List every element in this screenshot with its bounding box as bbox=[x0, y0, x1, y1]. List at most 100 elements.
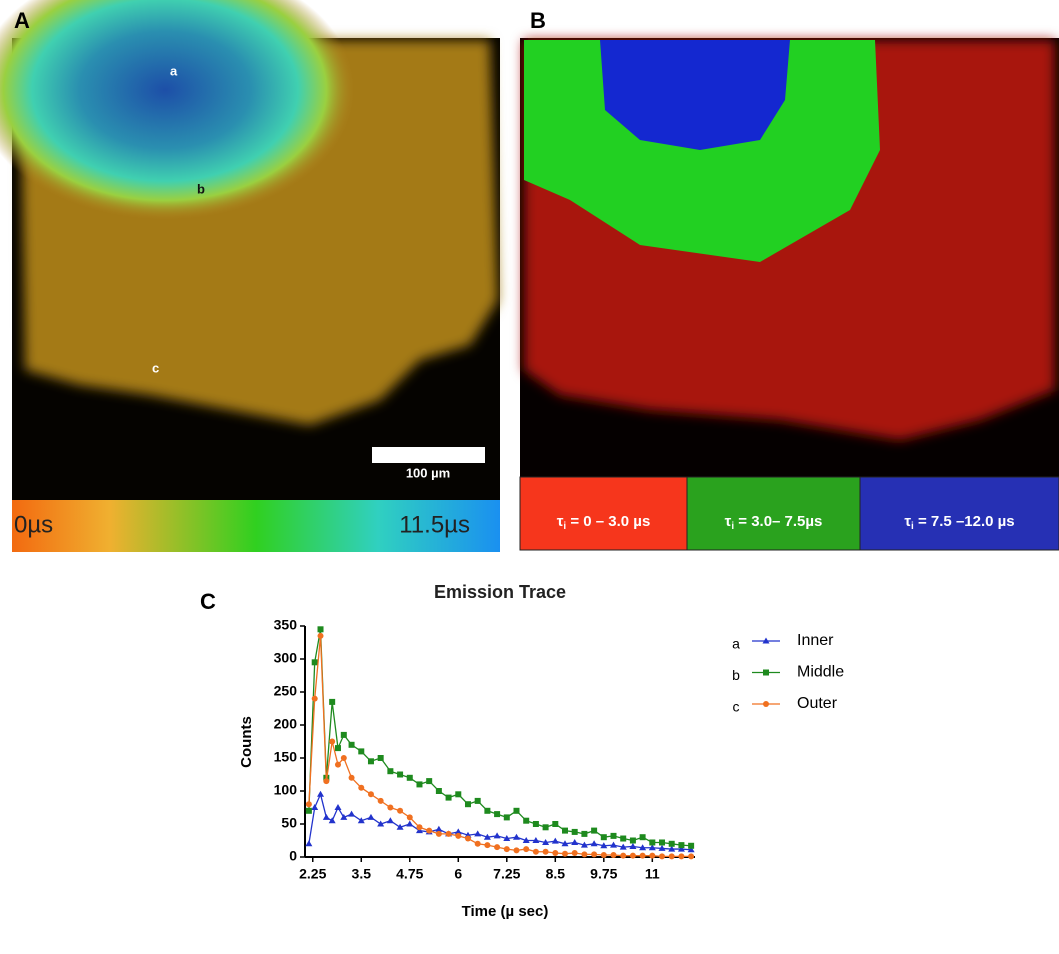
y-tick-label: 200 bbox=[274, 716, 298, 732]
data-point bbox=[465, 836, 471, 842]
series-line bbox=[309, 636, 691, 856]
data-point bbox=[552, 838, 559, 844]
data-point bbox=[572, 829, 578, 835]
data-point bbox=[446, 831, 452, 837]
data-point bbox=[591, 851, 597, 857]
panel-label: C bbox=[200, 589, 216, 614]
data-point bbox=[358, 748, 364, 754]
data-point bbox=[620, 836, 626, 842]
data-point bbox=[571, 839, 578, 845]
colorbar-label: 0µs bbox=[14, 511, 53, 538]
y-tick-label: 150 bbox=[274, 749, 298, 765]
data-point bbox=[329, 817, 336, 823]
data-point bbox=[484, 842, 490, 848]
data-point bbox=[640, 853, 646, 859]
data-point bbox=[455, 791, 461, 797]
data-point bbox=[533, 849, 539, 855]
data-point bbox=[387, 768, 393, 774]
data-point bbox=[436, 831, 442, 837]
data-point bbox=[513, 808, 519, 814]
y-tick-label: 350 bbox=[274, 617, 298, 633]
legend-label: τi = 7.5 –12.0 µs bbox=[904, 513, 1014, 532]
y-tick-label: 0 bbox=[289, 848, 297, 864]
data-point bbox=[323, 814, 330, 820]
data-point bbox=[552, 821, 558, 827]
legend-label: τi = 3.0– 7.5µs bbox=[725, 513, 823, 532]
legend-label: Middle bbox=[797, 664, 844, 681]
data-point bbox=[494, 844, 500, 850]
data-point bbox=[523, 818, 529, 824]
data-point bbox=[334, 804, 341, 810]
data-point bbox=[640, 834, 646, 840]
x-axis-label: Time (µ sec) bbox=[462, 903, 549, 920]
x-tick-label: 4.75 bbox=[396, 866, 423, 882]
annotation: c bbox=[152, 360, 159, 375]
data-point bbox=[368, 791, 374, 797]
legend-key: c bbox=[733, 699, 740, 715]
x-tick-label: 6 bbox=[454, 866, 462, 882]
data-point bbox=[630, 853, 636, 859]
data-point bbox=[335, 762, 341, 768]
data-point bbox=[397, 808, 403, 814]
scale-bar bbox=[372, 447, 485, 463]
data-point bbox=[659, 853, 665, 859]
data-point bbox=[305, 840, 312, 846]
data-point bbox=[610, 842, 617, 848]
data-point bbox=[688, 853, 694, 859]
data-point bbox=[474, 830, 481, 836]
x-tick-label: 11 bbox=[645, 866, 660, 882]
scale-label: 100 µm bbox=[406, 465, 450, 480]
data-point bbox=[329, 699, 335, 705]
data-point bbox=[416, 824, 422, 830]
data-point bbox=[494, 811, 500, 817]
colorbar-label: 11.5µs bbox=[399, 511, 470, 538]
data-point bbox=[552, 850, 558, 856]
legend-key: a bbox=[732, 636, 740, 652]
data-point bbox=[387, 817, 394, 823]
y-tick-label: 100 bbox=[274, 782, 298, 798]
panel-label: B bbox=[530, 8, 546, 33]
data-point bbox=[367, 814, 374, 820]
data-point bbox=[329, 739, 335, 745]
data-point bbox=[504, 814, 510, 820]
data-point bbox=[572, 850, 578, 856]
data-point bbox=[504, 846, 510, 852]
data-point bbox=[562, 828, 568, 834]
data-point bbox=[611, 833, 617, 839]
data-point bbox=[426, 828, 432, 834]
data-point bbox=[649, 853, 655, 859]
data-point bbox=[455, 833, 461, 839]
data-point bbox=[678, 842, 684, 848]
data-point bbox=[318, 633, 324, 639]
annotation: b bbox=[197, 181, 205, 196]
data-point bbox=[513, 847, 519, 853]
data-point bbox=[312, 659, 318, 665]
data-point bbox=[494, 832, 501, 838]
data-point bbox=[446, 795, 452, 801]
data-point bbox=[436, 788, 442, 794]
data-point bbox=[335, 745, 341, 751]
data-point bbox=[317, 791, 324, 797]
data-point bbox=[629, 843, 636, 849]
x-tick-label: 8.5 bbox=[546, 866, 566, 882]
data-point bbox=[378, 798, 384, 804]
annotation: a bbox=[170, 63, 178, 78]
x-tick-label: 9.75 bbox=[590, 866, 617, 882]
data-point bbox=[591, 840, 598, 846]
figure: A B C a b c 100 µm 0µs 11.5µs τi = 0 – 3… bbox=[0, 0, 1059, 949]
panel-label: A bbox=[14, 8, 30, 33]
data-point bbox=[311, 804, 318, 810]
data-point bbox=[341, 755, 347, 761]
range: = 3.0– 7.5µs bbox=[734, 513, 822, 530]
data-point bbox=[669, 841, 675, 847]
data-point bbox=[349, 742, 355, 748]
data-point bbox=[543, 824, 549, 830]
x-tick-label: 3.5 bbox=[352, 866, 372, 882]
data-point bbox=[581, 851, 587, 857]
y-tick-label: 50 bbox=[281, 815, 297, 831]
data-point bbox=[349, 775, 355, 781]
data-point bbox=[348, 811, 355, 817]
data-point bbox=[533, 821, 539, 827]
data-point bbox=[368, 758, 374, 764]
legend-key: b bbox=[732, 667, 740, 683]
